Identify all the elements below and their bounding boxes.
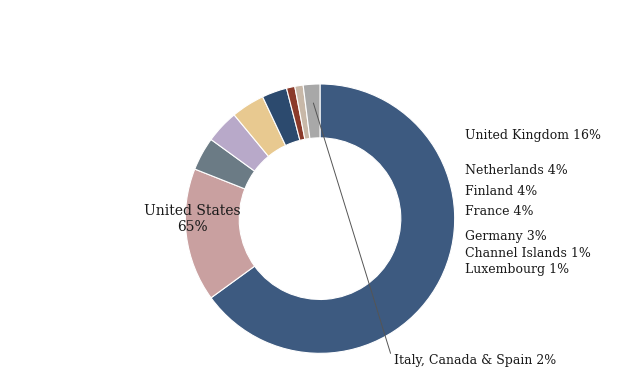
Text: Luxembourg 1%: Luxembourg 1% [465, 263, 570, 276]
Wedge shape [287, 86, 305, 140]
Wedge shape [211, 84, 454, 353]
Wedge shape [303, 84, 320, 139]
Wedge shape [186, 169, 255, 298]
Text: Geography: Geography [257, 15, 383, 35]
Text: Italy, Canada & Spain 2%: Italy, Canada & Spain 2% [394, 354, 556, 366]
Text: Netherlands 4%: Netherlands 4% [465, 164, 568, 177]
Wedge shape [262, 88, 300, 146]
Text: Channel Islands 1%: Channel Islands 1% [465, 247, 591, 260]
Text: United States
65%: United States 65% [144, 204, 241, 234]
Wedge shape [295, 85, 310, 139]
Text: Germany 3%: Germany 3% [465, 229, 547, 243]
Wedge shape [195, 139, 255, 189]
Text: (1): (1) [374, 9, 392, 20]
Text: United Kingdom 16%: United Kingdom 16% [465, 128, 602, 142]
Text: Finland 4%: Finland 4% [465, 185, 538, 198]
Wedge shape [234, 97, 285, 156]
Wedge shape [211, 115, 269, 171]
Text: France 4%: France 4% [465, 205, 534, 218]
